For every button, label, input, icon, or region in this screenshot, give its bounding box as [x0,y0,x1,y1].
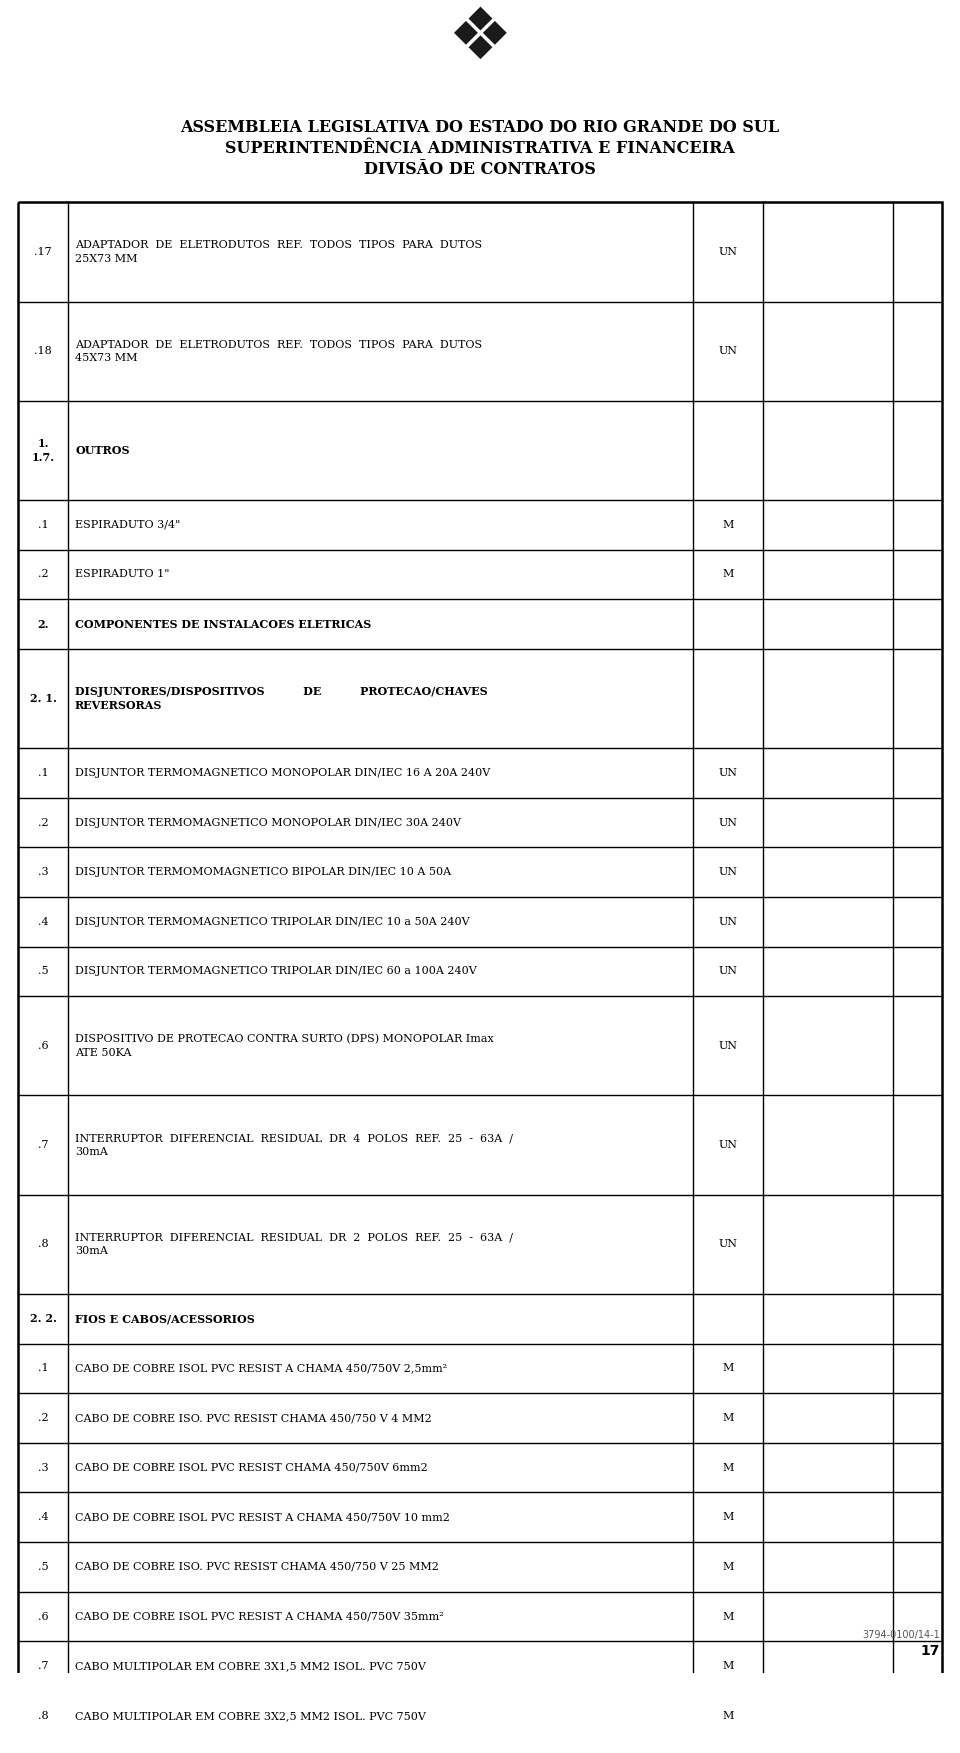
Text: M: M [722,1562,733,1572]
Text: M: M [722,1413,733,1423]
Text: CABO DE COBRE ISOL PVC RESIST A CHAMA 450/750V 2,5mm²: CABO DE COBRE ISOL PVC RESIST A CHAMA 45… [75,1364,447,1373]
Text: .7: .7 [37,1662,48,1671]
Text: .2: .2 [37,817,48,827]
Text: CABO MULTIPOLAR EM COBRE 3X1,5 MM2 ISOL. PVC 750V: CABO MULTIPOLAR EM COBRE 3X1,5 MM2 ISOL.… [75,1662,426,1671]
Text: 3794-0100/14-1: 3794-0100/14-1 [862,1630,940,1639]
Text: 17: 17 [921,1644,940,1658]
Text: UN: UN [718,917,737,927]
Text: UN: UN [718,868,737,876]
Text: M: M [722,1364,733,1373]
Text: DIVISÃO DE CONTRATOS: DIVISÃO DE CONTRATOS [364,161,596,179]
Text: ADAPTADOR  DE  ELETRODUTOS  REF.  TODOS  TIPOS  PARA  DUTOS
45X73 MM: ADAPTADOR DE ELETRODUTOS REF. TODOS TIPO… [75,340,482,363]
Text: M: M [722,1611,733,1622]
Text: .8: .8 [37,1711,48,1721]
Text: 2.: 2. [37,619,49,629]
Text: .7: .7 [37,1139,48,1150]
Text: .8: .8 [37,1239,48,1250]
Text: ASSEMBLEIA LEGISLATIVA DO ESTADO DO RIO GRANDE DO SUL: ASSEMBLEIA LEGISLATIVA DO ESTADO DO RIO … [180,119,780,137]
Text: INTERRUPTOR  DIFERENCIAL  RESIDUAL  DR  4  POLOS  REF.  25  -  63A  /
30mA: INTERRUPTOR DIFERENCIAL RESIDUAL DR 4 PO… [75,1134,513,1157]
Text: .1: .1 [37,1364,48,1373]
Text: DISPOSITIVO DE PROTECAO CONTRA SURTO (DPS) MONOPOLAR Imax
ATE 50KA: DISPOSITIVO DE PROTECAO CONTRA SURTO (DP… [75,1034,493,1057]
Text: .4: .4 [37,917,48,927]
Text: 2. 1.: 2. 1. [30,692,57,705]
Text: UN: UN [718,966,737,976]
Text: .6: .6 [37,1041,48,1050]
Text: CABO DE COBRE ISO. PVC RESIST CHAMA 450/750 V 25 MM2: CABO DE COBRE ISO. PVC RESIST CHAMA 450/… [75,1562,439,1572]
Text: CABO MULTIPOLAR EM COBRE 3X2,5 MM2 ISOL. PVC 750V: CABO MULTIPOLAR EM COBRE 3X2,5 MM2 ISOL.… [75,1711,426,1721]
Text: DISJUNTOR TERMOMAGNETICO MONOPOLAR DIN/IEC 16 A 20A 240V: DISJUNTOR TERMOMAGNETICO MONOPOLAR DIN/I… [75,768,491,778]
Text: .2: .2 [37,1413,48,1423]
Text: .3: .3 [37,868,48,876]
Text: UN: UN [718,768,737,778]
Text: ❖: ❖ [447,5,513,74]
Text: .1: .1 [37,768,48,778]
Text: COMPONENTES DE INSTALACOES ELETRICAS: COMPONENTES DE INSTALACOES ELETRICAS [75,619,372,629]
Text: CABO DE COBRE ISOL PVC RESIST A CHAMA 450/750V 10 mm2: CABO DE COBRE ISOL PVC RESIST A CHAMA 45… [75,1513,450,1522]
Text: UN: UN [718,1041,737,1050]
Text: CABO DE COBRE ISO. PVC RESIST CHAMA 450/750 V 4 MM2: CABO DE COBRE ISO. PVC RESIST CHAMA 450/… [75,1413,432,1423]
Text: .4: .4 [37,1513,48,1522]
Text: 1.
1.7.: 1. 1.7. [32,438,55,463]
Text: ESPIRADUTO 3/4": ESPIRADUTO 3/4" [75,521,180,529]
Text: .2: .2 [37,570,48,580]
Text: UN: UN [718,817,737,827]
Text: INTERRUPTOR  DIFERENCIAL  RESIDUAL  DR  2  POLOS  REF.  25  -  63A  /
30mA: INTERRUPTOR DIFERENCIAL RESIDUAL DR 2 PO… [75,1232,513,1255]
Text: M: M [722,570,733,580]
Text: CABO DE COBRE ISOL PVC RESIST A CHAMA 450/750V 35mm²: CABO DE COBRE ISOL PVC RESIST A CHAMA 45… [75,1611,444,1622]
Text: OUTROS: OUTROS [75,445,130,456]
Text: CABO DE COBRE ISOL PVC RESIST CHAMA 450/750V 6mm2: CABO DE COBRE ISOL PVC RESIST CHAMA 450/… [75,1462,428,1473]
Text: FIOS E CABOS/ACESSORIOS: FIOS E CABOS/ACESSORIOS [75,1313,254,1324]
Text: UN: UN [718,247,737,258]
Text: .18: .18 [35,345,52,356]
Text: .3: .3 [37,1462,48,1473]
Text: M: M [722,1711,733,1721]
Text: .17: .17 [35,247,52,258]
Text: 2. 2.: 2. 2. [30,1313,57,1324]
Text: ESPIRADUTO 1": ESPIRADUTO 1" [75,570,170,580]
Text: DISJUNTOR TERMOMOMAGNETICO BIPOLAR DIN/IEC 10 A 50A: DISJUNTOR TERMOMOMAGNETICO BIPOLAR DIN/I… [75,868,451,876]
Text: .5: .5 [37,966,48,976]
Text: DISJUNTOR TERMOMAGNETICO TRIPOLAR DIN/IEC 60 a 100A 240V: DISJUNTOR TERMOMAGNETICO TRIPOLAR DIN/IE… [75,966,477,976]
Text: .5: .5 [37,1562,48,1572]
Text: UN: UN [718,345,737,356]
Text: UN: UN [718,1139,737,1150]
Text: DISJUNTOR TERMOMAGNETICO TRIPOLAR DIN/IEC 10 a 50A 240V: DISJUNTOR TERMOMAGNETICO TRIPOLAR DIN/IE… [75,917,469,927]
Text: DISJUNTOR TERMOMAGNETICO MONOPOLAR DIN/IEC 30A 240V: DISJUNTOR TERMOMAGNETICO MONOPOLAR DIN/I… [75,817,461,827]
Text: .6: .6 [37,1611,48,1622]
Text: M: M [722,1662,733,1671]
Text: SUPERINTENDÊNCIA ADMINISTRATIVA E FINANCEIRA: SUPERINTENDÊNCIA ADMINISTRATIVA E FINANC… [225,140,735,158]
Text: M: M [722,521,733,529]
Text: M: M [722,1462,733,1473]
Text: UN: UN [718,1239,737,1250]
Text: .1: .1 [37,521,48,529]
Text: DISJUNTORES/DISPOSITIVOS          DE          PROTECAO/CHAVES
REVERSORAS: DISJUNTORES/DISPOSITIVOS DE PROTECAO/CHA… [75,685,488,712]
Text: ADAPTADOR  DE  ELETRODUTOS  REF.  TODOS  TIPOS  PARA  DUTOS
25X73 MM: ADAPTADOR DE ELETRODUTOS REF. TODOS TIPO… [75,240,482,263]
Text: M: M [722,1513,733,1522]
